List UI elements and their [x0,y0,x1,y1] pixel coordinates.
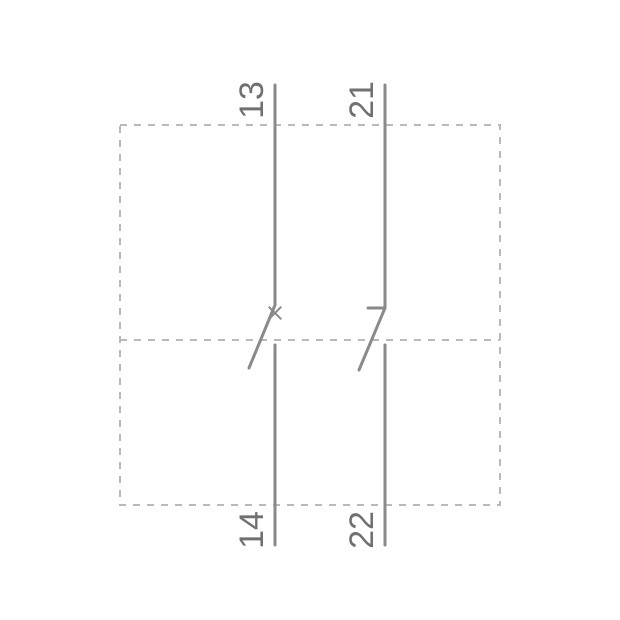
canvas-bg [0,0,620,620]
terminal-label-21: 21 [343,81,381,119]
terminal-label-14: 14 [233,511,271,549]
terminal-label-13: 13 [233,81,271,119]
contact-block-schematic: 13 14 21 22 [0,0,620,620]
terminal-label-22: 22 [343,511,381,549]
